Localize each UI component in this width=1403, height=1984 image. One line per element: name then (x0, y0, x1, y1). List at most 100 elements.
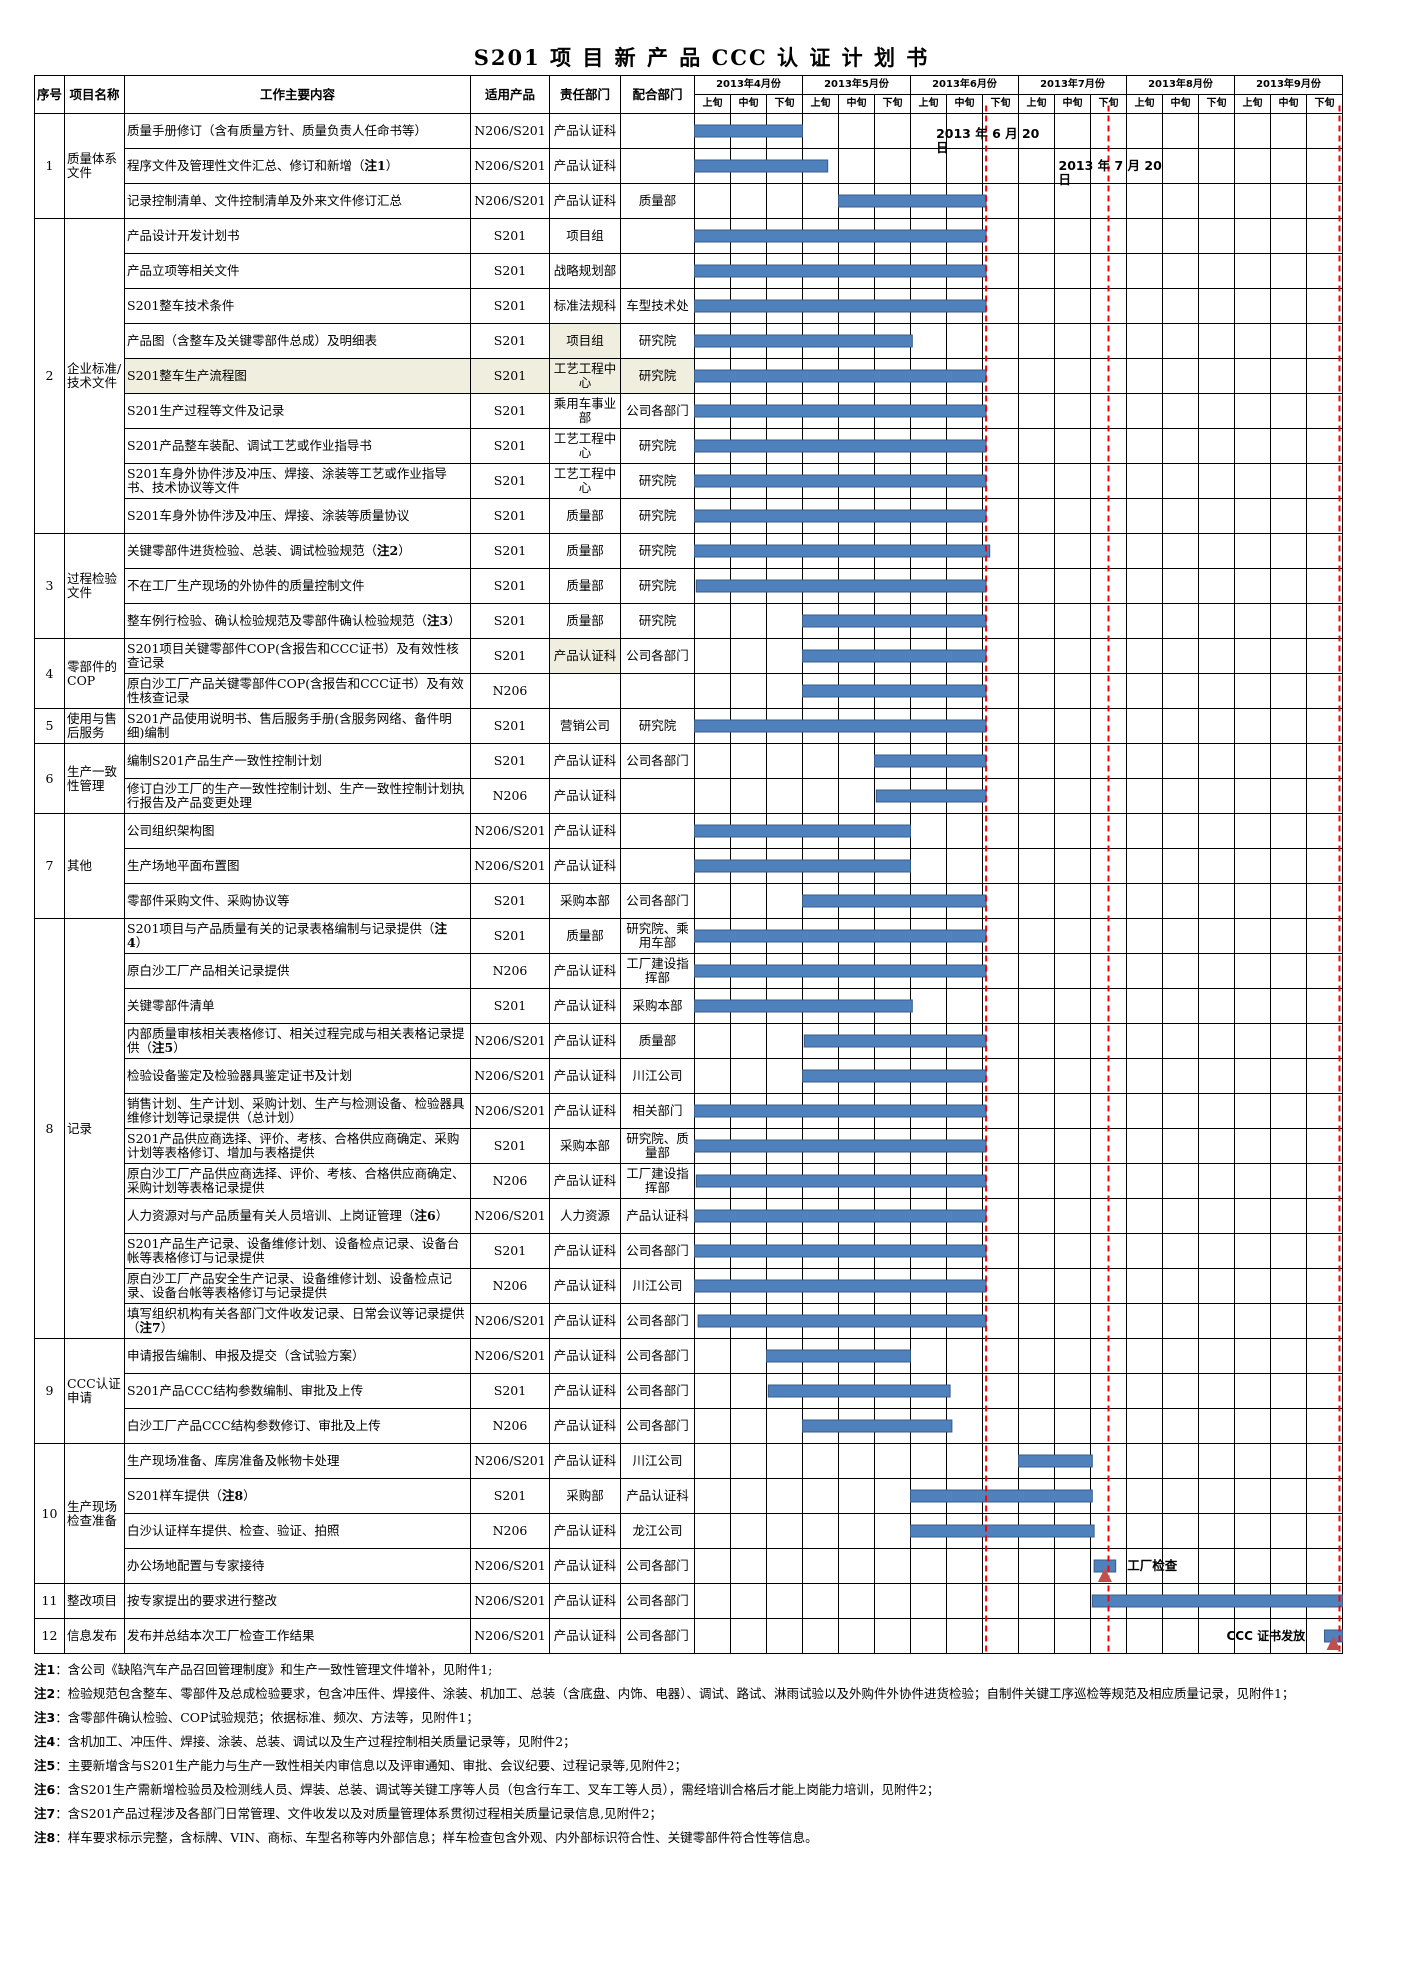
timeline-cell (694, 918, 731, 954)
timeline-cell (1018, 288, 1055, 324)
timeline-cell (1198, 603, 1235, 639)
timeline-cell (1162, 148, 1199, 184)
note-label: 注7 (34, 1805, 56, 1821)
timeline-cell (1234, 288, 1271, 324)
ccc-issue-label: CCC 证书发放 (1226, 1629, 1306, 1643)
applicable-product: S201 (470, 1478, 550, 1514)
timeline-cell (1126, 1373, 1163, 1409)
applicable-product: N206/S201 (470, 848, 550, 884)
timeline-cell (1054, 463, 1091, 499)
timeline-cell (1090, 1338, 1127, 1374)
timeline-cell (1270, 1233, 1307, 1269)
cooperating-dept (620, 253, 695, 289)
cooperating-dept: 公司各部门 (620, 1583, 695, 1619)
timeline-cell (982, 533, 1019, 569)
group-number: 4 (34, 638, 65, 709)
timeline-cell (766, 1058, 803, 1094)
group-name: 使用与售后服务 (64, 708, 125, 744)
timeline-cell (1054, 848, 1091, 884)
timeline-cell (1054, 1268, 1091, 1304)
work-content: 人力资源对与产品质量有关人员培训、上岗证管理（注6） (124, 1198, 471, 1234)
timeline-cell (694, 148, 731, 184)
cooperating-dept: 采购本部 (620, 988, 695, 1024)
timeline-cell (982, 393, 1019, 429)
deadline-label-june: 2013 年 6 月 20 日 (936, 126, 1040, 155)
timeline-cell (1234, 1513, 1271, 1549)
work-content: 办公场地配置与专家接待 (124, 1548, 471, 1584)
timeline-cell (1270, 148, 1307, 184)
work-content: S201生产过程等文件及记录 (124, 393, 471, 429)
timeline-cell (694, 1268, 731, 1304)
timeline-cell (802, 288, 839, 324)
timeline-cell (1054, 778, 1091, 814)
timeline-cell (910, 673, 947, 709)
table-row: 关键零部件清单 S201 产品认证科 采购本部 (35, 988, 1343, 1024)
cooperating-dept: 公司各部门 (620, 1548, 695, 1584)
timeline-cell (874, 918, 911, 954)
timeline-cell (766, 1548, 803, 1584)
timeline-cell (694, 673, 731, 709)
timeline-cell (1054, 603, 1091, 639)
timeline-cell (1198, 813, 1235, 849)
timeline-cell (946, 1058, 983, 1094)
responsible-dept: 产品认证科 (549, 988, 621, 1024)
timeline-cell (1126, 638, 1163, 674)
group-name: 生产现场检查准备 (64, 1443, 125, 1584)
timeline-cell (1090, 1618, 1127, 1654)
timeline-cell (982, 1338, 1019, 1374)
header-period: 下旬 (1306, 94, 1343, 114)
timeline-cell (874, 218, 911, 254)
timeline-cell (910, 953, 947, 989)
timeline-cell (1054, 183, 1091, 219)
timeline-cell (1054, 1478, 1091, 1514)
timeline-cell (802, 323, 839, 359)
timeline-cell (1306, 638, 1343, 674)
cooperating-dept (620, 673, 695, 709)
work-content-tail: ） (160, 1320, 174, 1335)
applicable-product: N206/S201 (470, 183, 550, 219)
timeline-cell (946, 1303, 983, 1339)
work-content-text: 产品图（含整车及关键零部件总成）及明细表 (127, 333, 378, 348)
timeline-cell (910, 743, 947, 779)
table-row: 2 企业标准/技术文件 产品设计开发计划书 S201 项目组 (34, 218, 1343, 534)
timeline-cell (946, 883, 983, 919)
timeline-cell (1126, 568, 1163, 604)
header-period: 下旬 (1198, 94, 1235, 114)
work-content-tail: ） (398, 543, 411, 558)
timeline-cell (1198, 323, 1235, 359)
responsible-dept: 产品认证科 (549, 1268, 621, 1304)
timeline-cell (1198, 1163, 1235, 1199)
timeline-cell (1126, 1023, 1163, 1059)
timeline-cell (1018, 1128, 1055, 1164)
timeline-cell (1054, 1373, 1091, 1409)
timeline-cell (1090, 1583, 1127, 1619)
timeline-cell (1270, 848, 1307, 884)
responsible-dept: 产品认证科 (549, 1373, 621, 1409)
timeline-cell (730, 1023, 767, 1059)
group-number: 2 (34, 218, 65, 534)
cooperating-dept: 研究院 (620, 708, 695, 744)
timeline-cell (1090, 953, 1127, 989)
timeline-cell (838, 463, 875, 499)
responsible-dept: 项目组 (549, 218, 621, 254)
header-period: 中旬 (730, 94, 767, 114)
header-dept: 责任部门 (549, 75, 621, 114)
responsible-dept: 产品认证科 (549, 1408, 621, 1444)
table-row: 程序文件及管理性文件汇总、修订和新增（注1） N206/S201 产品认证科 (35, 148, 1343, 184)
note-label: 注2 (34, 1685, 56, 1701)
timeline-cell (1198, 848, 1235, 884)
timeline-cell (910, 533, 947, 569)
timeline-cell (1234, 848, 1271, 884)
table-row: S201整车生产流程图 S201 工艺工程中心 研究院 (35, 358, 1343, 394)
timeline-cell (1018, 393, 1055, 429)
timeline-cell (1054, 288, 1091, 324)
work-content-text: S201产品使用说明书、售后服务手册(含服务网络、备件明细)编制 (127, 711, 452, 740)
timeline-cell (730, 1373, 767, 1409)
note-line: 注7：含S201产品过程涉及各部门日常管理、文件收发以及对质量管理体系贯彻过程相… (34, 1806, 1374, 1821)
work-content-text: S201样车提供（ (127, 1488, 222, 1503)
timeline-cell (730, 1338, 767, 1374)
timeline-cell (694, 1618, 731, 1654)
timeline-cell (802, 393, 839, 429)
cooperating-dept: 公司各部门 (620, 743, 695, 779)
timeline-cell (838, 743, 875, 779)
